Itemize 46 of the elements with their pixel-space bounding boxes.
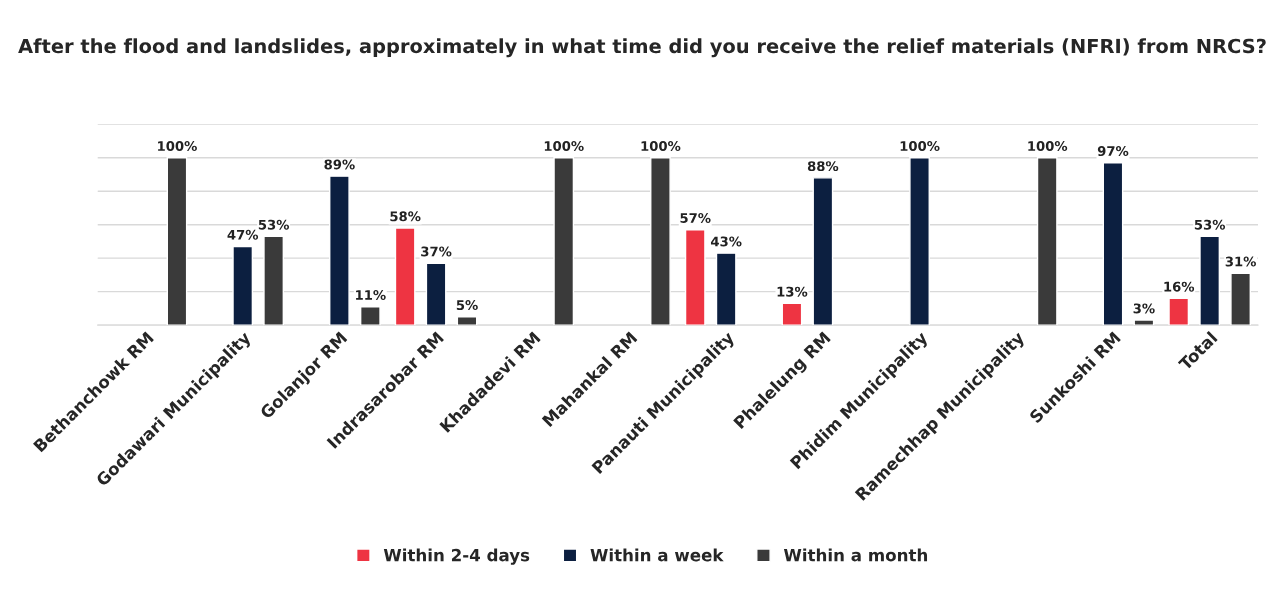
- data-label: 100%: [641, 141, 681, 152]
- data-label: 31%: [1225, 256, 1256, 267]
- data-label: 3%: [1133, 303, 1155, 314]
- data-label: 89%: [324, 159, 355, 170]
- bar: [909, 157, 930, 326]
- data-label: 97%: [1097, 146, 1129, 157]
- bar: [1230, 272, 1251, 326]
- data-label: 100%: [900, 141, 940, 152]
- bar: [715, 252, 737, 326]
- data-label: 57%: [680, 213, 711, 223]
- bar: [1199, 235, 1221, 326]
- data-label: 5%: [456, 300, 478, 311]
- bar: [359, 306, 381, 326]
- bar: [1168, 297, 1190, 326]
- data-label: 53%: [258, 219, 290, 230]
- data-label: 16%: [1164, 281, 1195, 292]
- data-label: 11%: [356, 290, 386, 300]
- chart-title: After the flood and landslides, approximately in what time did you receive the relief materials (NFRI) from NRCS?: [18, 38, 1266, 58]
- bar: [394, 227, 416, 326]
- data-label: 100%: [544, 141, 584, 152]
- bar: [1133, 319, 1155, 326]
- legend-label: Within a month: [783, 548, 928, 562]
- bar: [553, 157, 575, 326]
- data-label: 47%: [227, 229, 259, 240]
- data-label: 37%: [421, 246, 452, 257]
- bar: [1102, 162, 1124, 326]
- data-label: 13%: [777, 286, 808, 297]
- bar: [781, 302, 803, 326]
- bar: [232, 245, 254, 326]
- data-label: 53%: [1194, 219, 1226, 230]
- bar: [1036, 157, 1058, 326]
- bar: [684, 229, 706, 326]
- bar: [166, 157, 188, 326]
- bar: [812, 177, 834, 326]
- legend-label: Within a week: [590, 548, 724, 562]
- bar: [329, 175, 350, 326]
- data-label: 100%: [158, 141, 197, 152]
- legend-label: Within 2-4 days: [383, 548, 530, 565]
- data-label: 58%: [390, 211, 421, 222]
- data-label: 88%: [807, 161, 839, 172]
- data-label: 43%: [710, 236, 742, 247]
- bar: [650, 157, 671, 326]
- data-label: 100%: [1028, 141, 1068, 152]
- bar: [263, 235, 285, 326]
- bar: [456, 316, 478, 326]
- bar: [425, 262, 447, 326]
